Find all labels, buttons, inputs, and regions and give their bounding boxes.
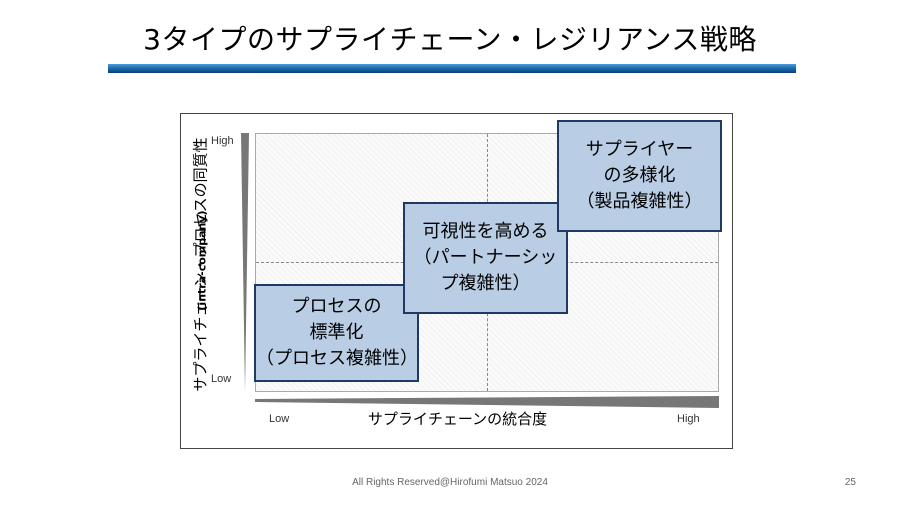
box-line: （パートナーシッ — [413, 247, 558, 268]
footer-copyright: All Rights Reserved@Hirofumi Matsuo 2024 — [352, 477, 548, 488]
page-number: 25 — [844, 477, 856, 488]
y-high-label: High — [211, 135, 234, 147]
box-line: プロセスの — [291, 296, 382, 317]
box-line: （製品複雑性） — [576, 191, 703, 212]
box-visibility: 可視性を高める （パートナーシッ プ複雑性） — [403, 202, 568, 314]
y-axis-subtitle: (intra-company) — [195, 210, 209, 311]
box-process-standardization: プロセスの 標準化 （プロセス複雑性） — [254, 284, 419, 382]
strategy-diagram: サプライチェーン・プロセスの同質性 (intra-company) High L… — [180, 113, 733, 449]
box-line: サプライヤー — [585, 139, 694, 160]
slide-title: 3タイプのサプライチェーン・レジリアンス戦略 — [143, 23, 757, 56]
x-axis-wedge — [255, 396, 719, 408]
x-axis-title: サプライチェーンの統合度 — [367, 410, 548, 428]
box-line: 標準化 — [309, 322, 364, 343]
box-line: （プロセス複雑性） — [256, 348, 418, 369]
y-low-label: Low — [211, 373, 232, 385]
y-axis-wedge — [241, 133, 249, 392]
box-supplier-diversification: サプライヤー の多様化 （製品複雑性） — [557, 120, 722, 232]
title-rule — [108, 64, 796, 73]
box-line: 可視性を高める — [422, 221, 549, 242]
x-high-label: High — [677, 413, 700, 425]
x-low-label: Low — [269, 413, 290, 425]
box-line: の多様化 — [603, 165, 676, 186]
box-line: プ複雑性） — [440, 273, 531, 294]
